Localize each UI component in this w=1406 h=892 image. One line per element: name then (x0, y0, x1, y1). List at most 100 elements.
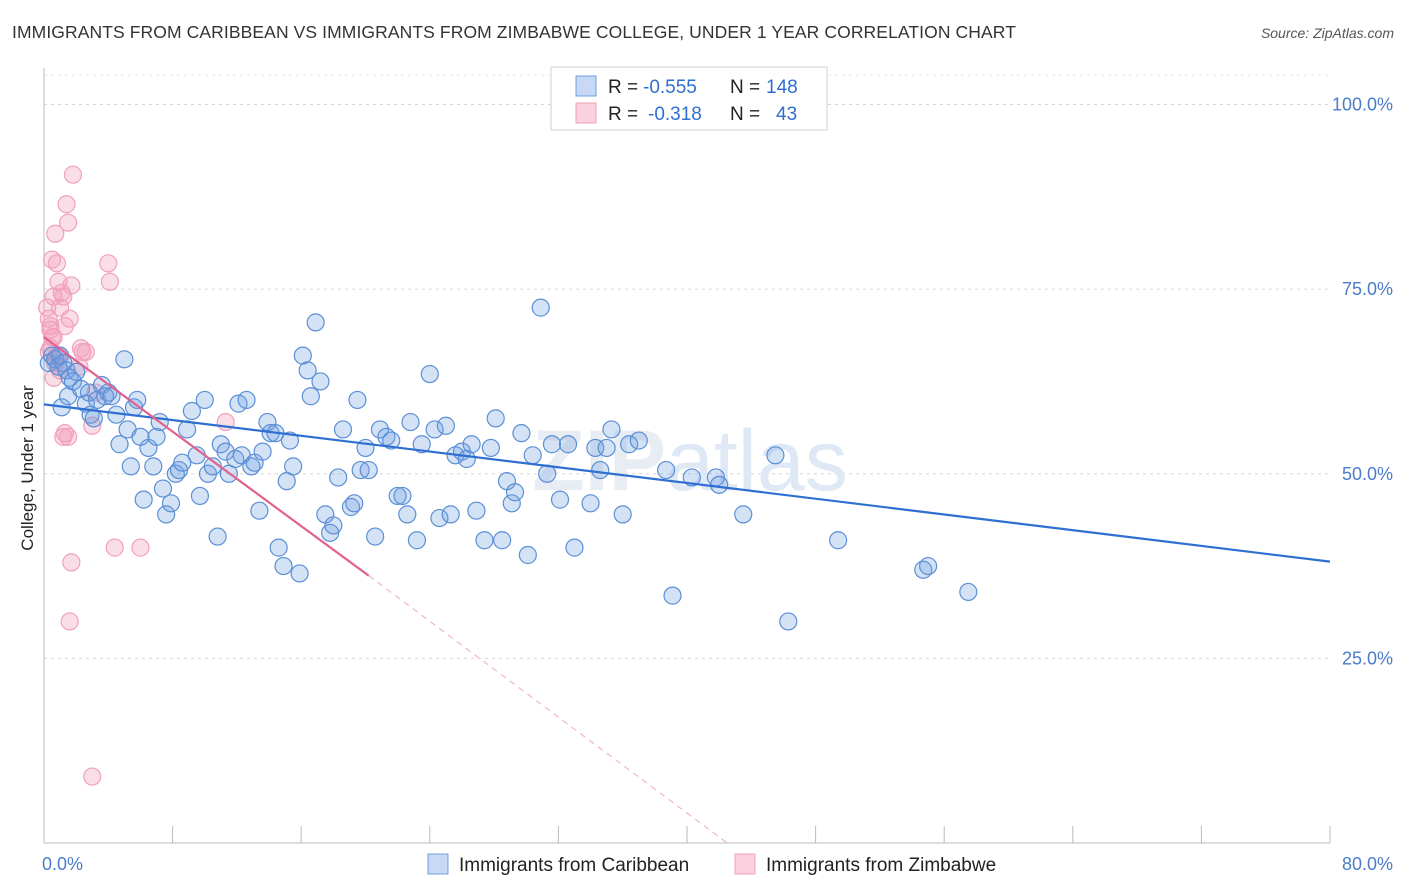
caribbean-point (710, 475, 729, 494)
caribbean-point (333, 420, 353, 439)
caribbean-point (565, 538, 584, 557)
r-label-1: R = (608, 77, 638, 98)
caribbean-point (558, 435, 578, 454)
caribbean-point (329, 468, 348, 487)
caribbean-point (195, 390, 214, 410)
caribbean-point (779, 612, 798, 631)
caribbean-point (161, 494, 181, 513)
zimbabwe-point (59, 213, 78, 232)
caribbean-point (481, 438, 500, 458)
n-value-1: 148 (766, 77, 798, 98)
caribbean-point (110, 435, 129, 454)
caribbean-point (550, 490, 570, 509)
caribbean-point (959, 582, 978, 602)
chart-title: IMMIGRANTS FROM CARIBBEAN VS IMMIGRANTS … (12, 22, 1016, 42)
caribbean-point (462, 435, 481, 454)
caribbean-point (919, 556, 938, 576)
trend-lines (43, 336, 1331, 844)
caribbean-point (324, 516, 343, 535)
zimbabwe-points (38, 165, 235, 786)
zimbabwe-point (46, 224, 65, 243)
zimbabwe-point (57, 195, 76, 214)
n-label-1: N = (730, 77, 760, 98)
caribbean-point (602, 420, 621, 439)
caribbean-point (366, 527, 385, 546)
caribbean-point (425, 420, 444, 439)
caribbean-point (153, 479, 173, 498)
caribbean-point (597, 438, 616, 458)
caribbean-point (436, 416, 455, 435)
caribbean-point (430, 508, 449, 528)
legend-zimbabwe-label: Immigrants from Zimbabwe (766, 855, 996, 876)
n-value-2: 43 (776, 104, 797, 125)
caribbean-point (121, 457, 140, 476)
caribbean-point (306, 313, 325, 332)
series-legend: Immigrants from Caribbean Immigrants fro… (427, 853, 996, 876)
caribbean-point (301, 387, 320, 406)
zimbabwe-point (62, 276, 81, 295)
caribbean-trend-line (43, 403, 1331, 563)
caribbean-point (398, 505, 417, 524)
n-label-2: N = (730, 104, 760, 125)
caribbean-point (237, 390, 256, 410)
caribbean-point (67, 362, 86, 381)
caribbean-point (412, 435, 431, 454)
zimbabwe-trend-line (43, 336, 370, 577)
source-label: Source: ZipAtlas.com (1260, 25, 1394, 41)
caribbean-point (290, 564, 309, 583)
caribbean-point (182, 401, 201, 421)
legend-zimbabwe-swatch (734, 853, 756, 875)
x-tick-labels: 0.0% 80.0% (42, 854, 1393, 874)
zimbabwe-point (131, 538, 150, 557)
caribbean-point (523, 446, 542, 465)
zimbabwe-point (63, 165, 83, 184)
caribbean-point (657, 460, 676, 480)
caribbean-point (84, 409, 103, 428)
zimbabwe-point (62, 553, 81, 572)
caribbean-point (682, 468, 701, 487)
caribbean-point (591, 460, 610, 480)
caribbean-point (502, 494, 521, 513)
caribbean-point (311, 372, 330, 391)
zimbabwe-point (47, 254, 66, 273)
caribbean-swatch (575, 75, 597, 97)
x-tick-label: 80.0% (1342, 854, 1393, 874)
caribbean-point (441, 505, 460, 524)
caribbean-point (467, 501, 486, 520)
caribbean-point (629, 431, 648, 450)
zimbabwe-point (60, 612, 79, 631)
y-tick-labels: 25.0% 50.0% 75.0% 100.0% (1332, 95, 1393, 669)
legend-caribbean-swatch (427, 853, 449, 875)
r-label-2: R = (608, 104, 638, 125)
caribbean-point (393, 486, 412, 506)
zimbabwe-trend-extension (368, 575, 728, 844)
caribbean-point (475, 531, 494, 550)
caribbean-point (388, 486, 407, 506)
caribbean-point (486, 409, 505, 428)
x-tick-label: 0.0% (42, 854, 83, 874)
y-tick-label: 75.0% (1342, 279, 1393, 299)
caribbean-point (829, 531, 848, 550)
caribbean-point (370, 420, 390, 439)
caribbean-point (173, 453, 192, 472)
stats-legend: R = -0.555 N = 148 R = -0.318 N = 43 (550, 66, 828, 131)
caribbean-point (250, 501, 269, 520)
r-value-2: -0.318 (648, 104, 702, 125)
caribbean-point (298, 361, 317, 380)
legend-caribbean-label: Immigrants from Caribbean (459, 855, 689, 876)
caribbean-point (401, 412, 420, 432)
r-value-1: -0.555 (643, 77, 697, 98)
caribbean-point (134, 490, 153, 509)
zimbabwe-point (105, 538, 124, 557)
caribbean-point (359, 460, 378, 480)
caribbean-point (581, 494, 600, 513)
zimbabwe-point (99, 254, 118, 273)
caribbean-point (115, 350, 134, 369)
caribbean-point (147, 427, 166, 446)
y-tick-label: 50.0% (1342, 464, 1393, 484)
caribbean-point (420, 364, 439, 384)
watermark: ZIPatlas (532, 413, 847, 509)
caribbean-point (284, 457, 303, 476)
caribbean-point (493, 531, 512, 550)
